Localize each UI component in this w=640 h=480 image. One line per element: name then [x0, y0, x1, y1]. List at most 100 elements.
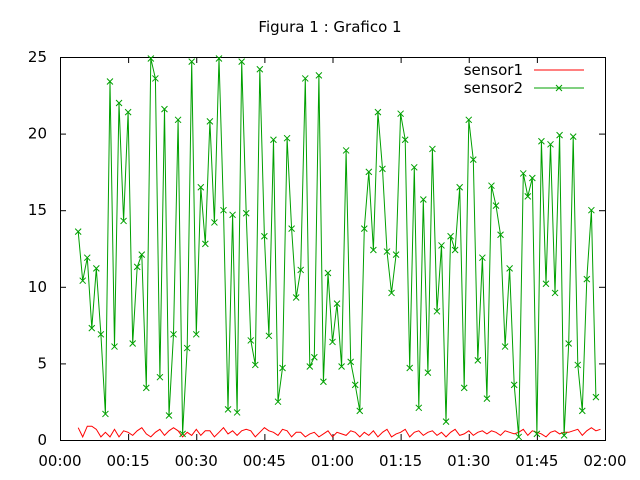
data-point-sensor2	[247, 337, 255, 344]
series-layer	[74, 55, 601, 441]
data-point-sensor2	[270, 136, 277, 144]
data-point-sensor2	[170, 330, 177, 338]
data-point-sensor2	[401, 136, 409, 144]
data-point-sensor2	[97, 330, 105, 338]
data-point-sensor2	[560, 432, 568, 439]
data-point-sensor2	[297, 266, 305, 274]
data-point-sensor2	[479, 254, 486, 262]
data-point-sensor2	[201, 240, 209, 248]
data-point-sensor2	[115, 99, 123, 107]
data-point-sensor2	[329, 338, 336, 346]
data-point-sensor2	[138, 251, 146, 258]
data-point-sensor2	[465, 116, 473, 124]
x-tick-label: 01:30	[447, 452, 490, 470]
data-point-sensor2	[506, 265, 513, 272]
data-point-sensor2	[592, 393, 600, 401]
data-point-sensor2	[451, 246, 459, 254]
data-point-sensor2	[533, 430, 541, 438]
legend-marker-sensor2	[555, 84, 563, 92]
data-point-sensor2	[215, 55, 223, 62]
data-point-sensor2	[310, 353, 318, 361]
data-point-sensor2	[424, 369, 432, 376]
data-point-sensor2	[197, 183, 205, 191]
data-point-sensor2	[556, 131, 563, 139]
data-point-sensor2	[419, 196, 427, 203]
y-tick-label: 10	[28, 278, 47, 296]
data-point-sensor2	[179, 430, 186, 438]
data-point-sensor2	[92, 265, 100, 272]
data-point-sensor2	[342, 147, 350, 154]
data-point-sensor2	[161, 105, 168, 113]
y-tick-label: 15	[28, 201, 47, 219]
data-point-sensor2	[333, 300, 341, 308]
data-point-sensor2	[510, 381, 518, 389]
series-line-sensor1	[77, 425, 601, 439]
data-point-sensor2	[456, 183, 464, 191]
data-point-sensor2	[442, 418, 450, 425]
data-point-sensor2	[488, 182, 495, 190]
data-point-sensor2	[306, 363, 314, 370]
data-point-sensor2	[547, 140, 554, 148]
data-point-sensor2	[301, 75, 309, 82]
data-point-sensor2	[152, 75, 159, 82]
data-point-sensor2	[83, 254, 91, 262]
data-point-sensor2	[324, 269, 332, 277]
data-point-sensor2	[147, 55, 155, 62]
data-point-sensor2	[88, 324, 96, 332]
data-point-sensor2	[142, 384, 150, 392]
data-point-sensor2	[206, 117, 214, 125]
data-point-sensor2	[374, 108, 382, 116]
y-tick-label: 0	[37, 431, 47, 449]
x-tick-label: 01:00	[311, 452, 354, 470]
data-point-sensor2	[111, 343, 118, 350]
data-point-sensor2	[183, 344, 191, 352]
data-point-sensor2	[474, 356, 482, 364]
legend-label-sensor1: sensor1	[464, 61, 523, 79]
data-point-sensor2	[292, 294, 300, 301]
x-tick-label: 01:45	[515, 452, 558, 470]
data-point-sensor2	[211, 219, 218, 226]
data-point-sensor2	[524, 193, 532, 200]
data-point-sensor2	[338, 363, 345, 370]
series-line-sensor2	[77, 58, 597, 437]
x-tick-label: 00:30	[175, 452, 218, 470]
data-point-sensor2	[74, 228, 82, 236]
legend-label-sensor2: sensor2	[464, 79, 523, 97]
data-point-sensor2	[538, 137, 545, 145]
data-point-sensor2	[415, 404, 423, 412]
data-point-sensor2	[233, 409, 241, 416]
data-point-sensor2	[497, 231, 504, 239]
data-point-sensor2	[551, 289, 559, 297]
data-point-sensor2	[261, 232, 268, 240]
data-point-sensor2	[433, 307, 441, 315]
series-sensor2	[74, 55, 600, 441]
data-point-sensor2	[360, 225, 368, 232]
data-point-sensor2	[192, 330, 200, 338]
data-point-sensor2	[519, 170, 527, 177]
data-point-sensor2	[351, 381, 359, 389]
data-point-sensor2	[528, 174, 536, 182]
data-point-sensor2	[356, 407, 364, 415]
data-point-sensor2	[133, 263, 141, 271]
data-point-sensor2	[229, 211, 236, 219]
data-point-sensor2	[165, 412, 173, 419]
data-point-sensor2	[578, 407, 586, 415]
data-point-sensor2	[365, 168, 373, 176]
data-point-sensor2	[242, 209, 250, 217]
data-point-sensor2	[460, 384, 468, 392]
x-tick-label: 00:15	[107, 452, 150, 470]
plot-frame	[60, 57, 606, 441]
data-point-sensor2	[438, 242, 445, 249]
data-point-sensor2	[388, 289, 395, 297]
data-point-sensor2	[583, 275, 591, 283]
x-tick-label: 00:00	[38, 452, 81, 470]
data-point-sensor2	[469, 156, 477, 163]
data-point-sensor2	[129, 340, 137, 347]
data-point-sensor2	[370, 246, 377, 254]
data-point-sensor2	[410, 163, 418, 171]
data-point-sensor2	[174, 116, 182, 124]
data-point-sensor2	[315, 72, 323, 79]
data-point-sensor2	[515, 433, 523, 441]
data-point-sensor2	[569, 133, 577, 141]
